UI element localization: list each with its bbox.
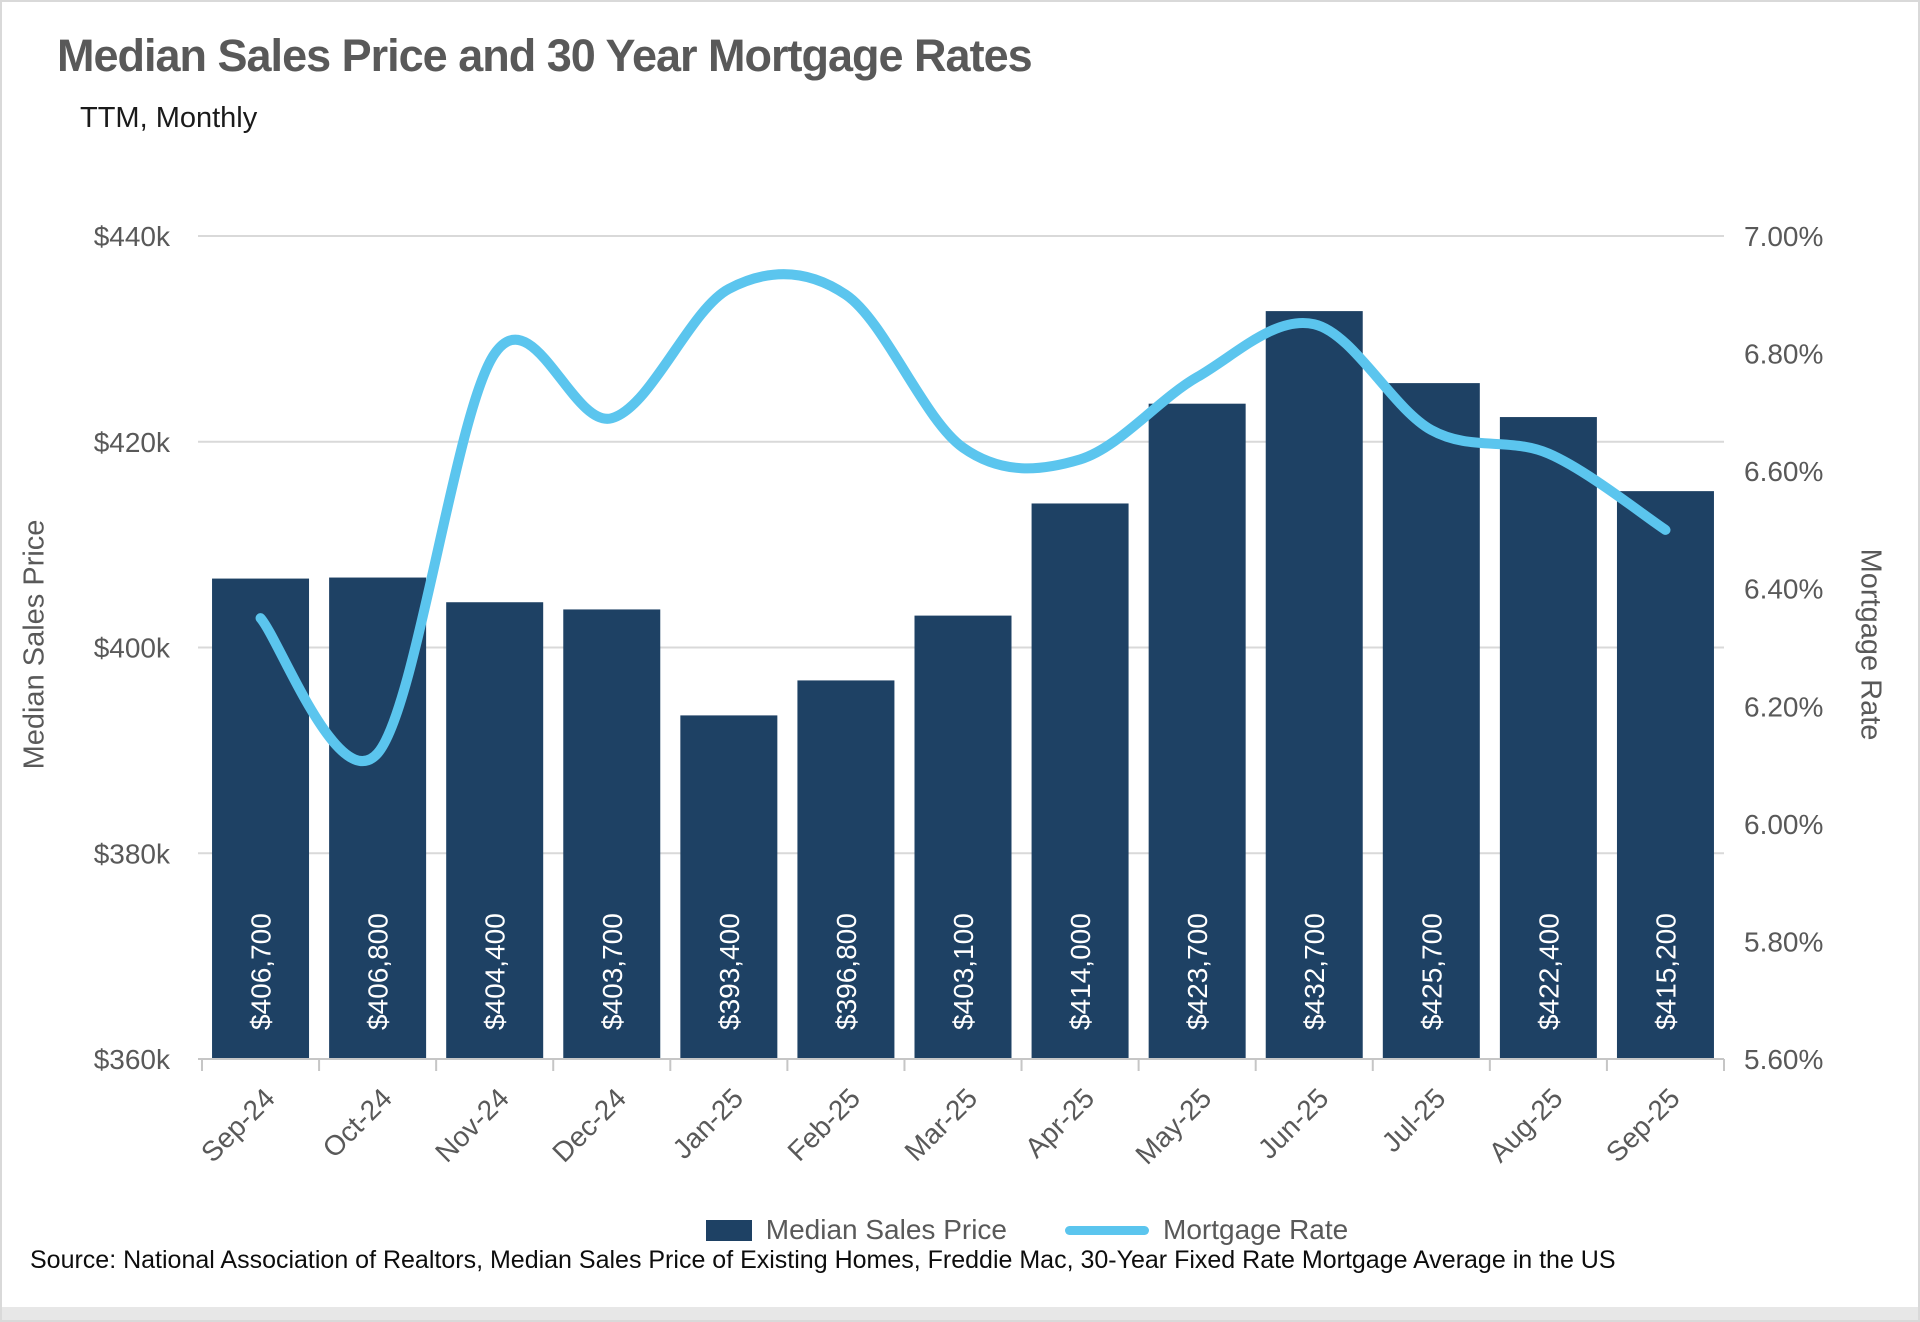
bar-value-label: $414,000: [1065, 913, 1096, 1030]
x-axis-label-Aug-25: Aug-25: [1483, 1082, 1569, 1168]
bar-value-label: $396,800: [831, 913, 862, 1030]
bar-value-label: $406,700: [246, 913, 277, 1030]
bar-value-label: $415,200: [1650, 913, 1681, 1030]
bar-value-label: $393,400: [714, 913, 745, 1030]
left-axis-tick-label: $440k: [94, 221, 171, 252]
x-axis-label-Apr-25: Apr-25: [1019, 1082, 1100, 1163]
legend-label-median-sales-price: Median Sales Price: [765, 1214, 1007, 1245]
x-axis-label-May-25: May-25: [1129, 1082, 1217, 1170]
bar-Mar-25: [914, 615, 1012, 1059]
left-axis-tick-label: $360k: [94, 1044, 171, 1075]
x-axis-label-Jun-25: Jun-25: [1252, 1082, 1334, 1164]
x-axis-label-Oct-24: Oct-24: [317, 1082, 398, 1163]
left-axis-tick-label: $420k: [94, 427, 171, 458]
bar-Feb-25: [797, 680, 895, 1059]
right-axis-tick-label: 6.60%: [1744, 456, 1823, 487]
left-axis-tick-label: $400k: [94, 633, 171, 664]
bar-Aug-25: [1499, 417, 1597, 1059]
x-axis-label-Jan-25: Jan-25: [667, 1082, 749, 1164]
bar-value-label: $422,400: [1533, 913, 1564, 1030]
source-attribution: Source: National Association of Realtors…: [30, 1246, 1616, 1274]
chart-subtitle: TTM, Monthly: [80, 102, 258, 134]
right-axis-tick-label: 6.40%: [1744, 574, 1823, 605]
bar-value-label: $403,700: [597, 913, 628, 1030]
line-series-swatch: [1065, 1225, 1149, 1235]
legend-label-mortgage-rate: Mortgage Rate: [1163, 1214, 1349, 1245]
bar-Jun-25: [1265, 311, 1363, 1059]
bar-value-label: $432,700: [1299, 913, 1330, 1030]
bar-value-label: $404,400: [480, 913, 511, 1030]
right-axis-tick-label: 7.00%: [1744, 221, 1823, 252]
bar-value-label: $423,700: [1182, 913, 1213, 1030]
x-axis-label-Dec-24: Dec-24: [546, 1082, 632, 1168]
bar-value-label: $406,800: [363, 913, 394, 1030]
right-axis-tick-label: 5.80%: [1744, 926, 1823, 957]
x-axis-label-Sep-24: Sep-24: [195, 1082, 281, 1168]
chart-legend: Median Sales Price Mortgage Rate: [2, 1214, 1918, 1246]
bar-Dec-24: [563, 609, 661, 1059]
bar-series-swatch: [705, 1219, 752, 1241]
right-axis-tick-label: 6.80%: [1744, 339, 1823, 370]
x-axis-label-Nov-24: Nov-24: [429, 1082, 515, 1168]
x-axis-label-Mar-25: Mar-25: [899, 1082, 984, 1167]
bar-Jul-25: [1382, 383, 1480, 1060]
right-axis-tick-label: 5.60%: [1744, 1044, 1823, 1075]
bar-value-label: $403,100: [948, 913, 979, 1030]
mortgage-rate-line: [255, 269, 1671, 766]
bar-Sep-25: [1616, 491, 1714, 1059]
chart-title: Median Sales Price and 30 Year Mortgage …: [57, 30, 1033, 81]
x-axis-label-Feb-25: Feb-25: [782, 1082, 867, 1167]
bar-Jan-25: [680, 715, 778, 1059]
right-axis-tick-label: 6.20%: [1744, 691, 1823, 722]
bottom-strip: [2, 1307, 1918, 1320]
x-axis-label-Jul-25: Jul-25: [1376, 1082, 1452, 1158]
left-axis-tick-label: $380k: [94, 838, 171, 869]
x-axis-label-Sep-25: Sep-25: [1600, 1082, 1686, 1168]
right-axis-tick-label: 6.00%: [1744, 809, 1823, 840]
bar-May-25: [1148, 403, 1246, 1059]
bar-value-label: $425,700: [1416, 913, 1447, 1030]
bar-Nov-24: [446, 602, 544, 1059]
bar-Apr-25: [1031, 503, 1129, 1060]
bar-Sep-24: [212, 578, 310, 1059]
